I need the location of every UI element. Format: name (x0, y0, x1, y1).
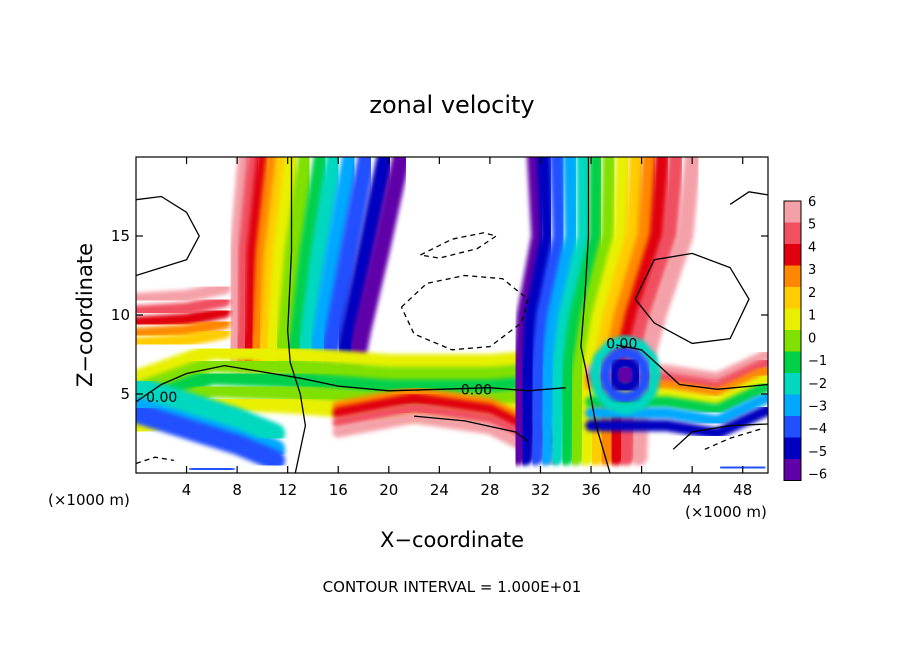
colorbar-label: 6 (808, 195, 816, 210)
y-axis-label: Z−coordinate (73, 243, 97, 387)
field-lower-band (136, 368, 575, 412)
colorbar-swatch (784, 330, 801, 352)
y-tick-label: 10 (111, 306, 130, 324)
colorbar-label: −2 (808, 377, 827, 392)
x-axis-unit-left: (×1000 m) (48, 491, 130, 509)
colorbar-label: 0 (808, 331, 816, 346)
colorbar-label: −6 (808, 468, 827, 483)
field-vortex (608, 356, 643, 394)
chart-title: zonal velocity (369, 91, 534, 119)
colorbar-swatch (784, 222, 801, 244)
contour-top-left (136, 195, 200, 277)
zero-contour-right (580, 157, 611, 473)
colorbar-label: 1 (808, 309, 816, 324)
field-right-column (517, 157, 557, 466)
contour-top-right (729, 191, 768, 205)
colorbar-label: 4 (808, 240, 816, 255)
field-right-column (527, 157, 569, 466)
x-tick-label: 12 (278, 481, 297, 499)
colorbar-label: −5 (808, 445, 827, 460)
plot-area (136, 157, 768, 473)
x-tick-label: 40 (632, 481, 651, 499)
field-left-column (293, 157, 344, 372)
colorbar-swatch (784, 287, 801, 309)
colorbar: 6 5 4 3 2 1 0 −1 −2 −3 −4 −5 −6 (783, 195, 827, 483)
field-left-edge (136, 316, 231, 341)
x-tick-label: 16 (329, 481, 348, 499)
contour-label: 0.00 (606, 336, 637, 352)
field-left-edge (136, 305, 231, 330)
field-vortex (599, 346, 652, 404)
field-left-edge (136, 281, 231, 306)
field-lower-band (136, 355, 575, 400)
x-tick-label: 4 (182, 481, 192, 499)
field-vortex (589, 335, 662, 415)
field-left-column (306, 157, 360, 372)
x-tick-label: 20 (379, 481, 398, 499)
field-right-column (557, 157, 606, 466)
colorbar-swatch (784, 308, 801, 330)
field-right-column (567, 157, 620, 466)
contour-right-loop (634, 252, 750, 345)
x-axis-unit-right: (×1000 m) (685, 503, 767, 521)
colorbar-label: −4 (808, 422, 827, 437)
negative-contour-1 (420, 232, 498, 259)
x-tick-label: 36 (581, 481, 600, 499)
colorbar-frame (783, 200, 802, 481)
colorbar-swatch (784, 459, 801, 481)
x-tick-label: 48 (733, 481, 752, 499)
y-tick-label: 15 (111, 227, 130, 245)
x-tick-label: 44 (683, 481, 702, 499)
field-bottom-left (136, 375, 286, 444)
field-left-column (334, 157, 395, 372)
colorbar-swatch (784, 351, 801, 373)
contour-bottom (414, 415, 529, 442)
contour-label: 0.00 (461, 382, 492, 398)
zero-contour-right-lower (616, 344, 768, 390)
x-tick-label: 8 (232, 481, 242, 499)
field-right-column (537, 157, 582, 466)
colorbar-label: 5 (808, 218, 816, 233)
field-left-edge (136, 294, 231, 319)
field-lower-band (136, 381, 575, 425)
field-left-column (319, 157, 376, 372)
field-left-column (347, 157, 411, 372)
colorbar-swatch (784, 416, 801, 438)
contour-label: 0.00 (146, 390, 177, 406)
zero-contour-left (287, 157, 307, 473)
colorbar-swatch (784, 201, 801, 223)
colorbar-swatch (784, 244, 801, 266)
colorbar-swatch (784, 437, 801, 459)
field-left-column (283, 157, 332, 372)
colorbar-swatch (784, 373, 801, 395)
contour-bottom-right (672, 423, 768, 450)
field-bottom-left (136, 391, 286, 460)
field-vortex (614, 363, 636, 387)
x-tick-label: 32 (531, 481, 550, 499)
negative-contour-4 (704, 428, 762, 450)
colorbar-label: −1 (808, 354, 827, 369)
colorbar-swatch (784, 265, 801, 287)
negative-contour-2 (400, 274, 529, 351)
field-left-edge (136, 326, 231, 350)
colorbar-label: 2 (808, 286, 816, 301)
colorbar-swatch (784, 394, 801, 416)
field-lower-band (136, 343, 575, 387)
x-tick-label: 28 (480, 481, 499, 499)
x-tick-label: 24 (430, 481, 449, 499)
field-right-lower (585, 404, 768, 440)
field-bottom-patch (187, 463, 236, 473)
field-bottom-left (136, 402, 286, 471)
x-axis-label: X−coordinate (380, 528, 524, 552)
negative-contour-3 (136, 456, 175, 465)
field-right-column (547, 157, 594, 466)
contour-interval-note: CONTOUR INTERVAL = 1.000E+01 (323, 578, 582, 596)
colorbar-label: −3 (808, 400, 827, 415)
zero-contour-mid (136, 364, 566, 403)
y-tick-label: 5 (120, 385, 130, 403)
colorbar-label: 3 (808, 263, 816, 278)
